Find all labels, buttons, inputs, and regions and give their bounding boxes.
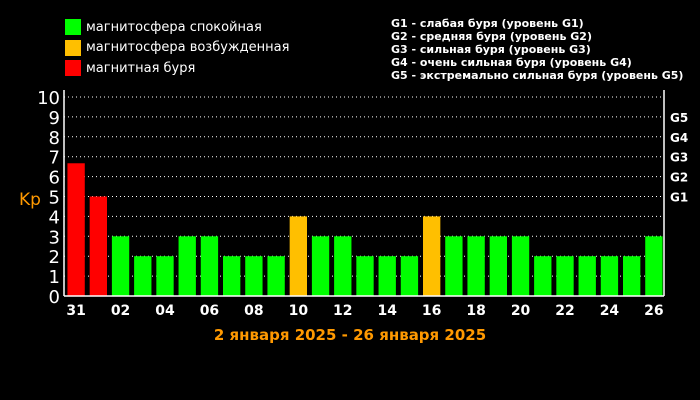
y-tick-label: 5	[49, 188, 60, 209]
legend-label: магнитосфера возбужденная	[86, 40, 290, 55]
legend-item-disturbed: магнитосфера возбужденная	[65, 38, 289, 58]
bar	[178, 236, 196, 296]
bar	[89, 196, 107, 296]
x-axis-label: 2 января 2025 - 26 января 2025	[214, 326, 486, 344]
x-tick-label: 18	[466, 303, 485, 319]
bar	[334, 236, 352, 296]
grid-lines	[64, 96, 664, 277]
bar	[623, 256, 641, 296]
bar	[111, 236, 130, 296]
storm-level-g4: G4 - очень сильная буря (уровень G4)	[391, 56, 632, 69]
bar	[578, 256, 596, 296]
bar	[467, 236, 485, 296]
storm-level-legend: G1 - слабая буря (уровень G1) G2 - средн…	[391, 17, 683, 82]
y-tick-label: 4	[49, 207, 60, 228]
x-tick-label: 16	[422, 303, 441, 319]
bar	[600, 256, 619, 296]
y-tick-label: 7	[49, 148, 60, 169]
x-tick-label: 10	[289, 303, 309, 319]
bar	[289, 216, 307, 296]
legend: магнитосфера спокойная магнитосфера возб…	[65, 17, 289, 79]
storm-level-g2: G2 - средняя буря (уровень G2)	[391, 30, 592, 43]
x-tick-label: 24	[600, 303, 620, 319]
bar	[134, 256, 152, 296]
g-level-tick-label: G2	[670, 171, 688, 185]
bar	[400, 256, 419, 296]
x-tick-label: 26	[644, 303, 663, 319]
y-tick-label: 1	[49, 267, 60, 288]
g-level-tick-label: G5	[670, 111, 688, 125]
x-tick-label: 14	[377, 303, 397, 319]
y-tick-label: 0	[49, 287, 60, 308]
g-level-tick-label: G4	[670, 131, 688, 145]
legend-label: магнитосфера спокойная	[86, 19, 262, 35]
y-tick-label: 6	[49, 168, 60, 189]
y-axis-label: Kp	[19, 190, 41, 210]
legend-swatch-quiet	[65, 19, 81, 35]
bar	[489, 236, 507, 296]
storm-level-g5: G5 - экстремально сильная буря (уровень …	[391, 69, 684, 82]
x-tick-label: 12	[333, 303, 352, 319]
legend-swatch-disturbed	[65, 39, 81, 56]
x-tick-label: 04	[155, 303, 175, 319]
bar	[645, 236, 663, 296]
y-tick-label: 9	[49, 108, 60, 129]
x-tick-label: 02	[111, 303, 130, 319]
x-tick-label: 08	[244, 303, 263, 319]
storm-level-g1: G1 - слабая буря (уровень G1)	[391, 17, 584, 30]
storm-level-g3: G3 - сильная буря (уровень G3)	[391, 43, 591, 56]
x-tick-label: 20	[511, 303, 531, 319]
bar	[67, 163, 85, 296]
legend-swatch-storm	[65, 60, 81, 76]
x-tick-label: 31	[66, 303, 85, 319]
bar	[200, 236, 219, 296]
legend-item-quiet: магнитосфера спокойная	[65, 17, 289, 37]
bar	[511, 236, 530, 296]
g-level-tick-label: G3	[670, 151, 688, 165]
legend-label: магнитная буря	[86, 60, 196, 76]
x-tick-label: 06	[200, 303, 219, 319]
bar	[423, 216, 441, 296]
bar	[267, 256, 285, 296]
bar	[378, 256, 396, 296]
y-tick-label: 2	[49, 247, 60, 268]
bar	[156, 256, 174, 296]
bar	[556, 256, 574, 296]
g-level-tick-label: G1	[670, 191, 688, 205]
bar	[311, 236, 330, 296]
x-tick-label: 22	[555, 303, 574, 319]
bar	[245, 256, 263, 296]
bar	[445, 236, 463, 296]
bar	[534, 256, 552, 296]
y-tick-label: 3	[49, 227, 60, 248]
y-tick-label: 10	[37, 88, 60, 109]
bars	[67, 163, 663, 296]
axes	[63, 90, 665, 297]
bar	[223, 256, 241, 296]
legend-item-storm: магнитная буря	[65, 58, 289, 78]
y-tick-label: 8	[49, 128, 60, 149]
bar	[356, 256, 374, 296]
